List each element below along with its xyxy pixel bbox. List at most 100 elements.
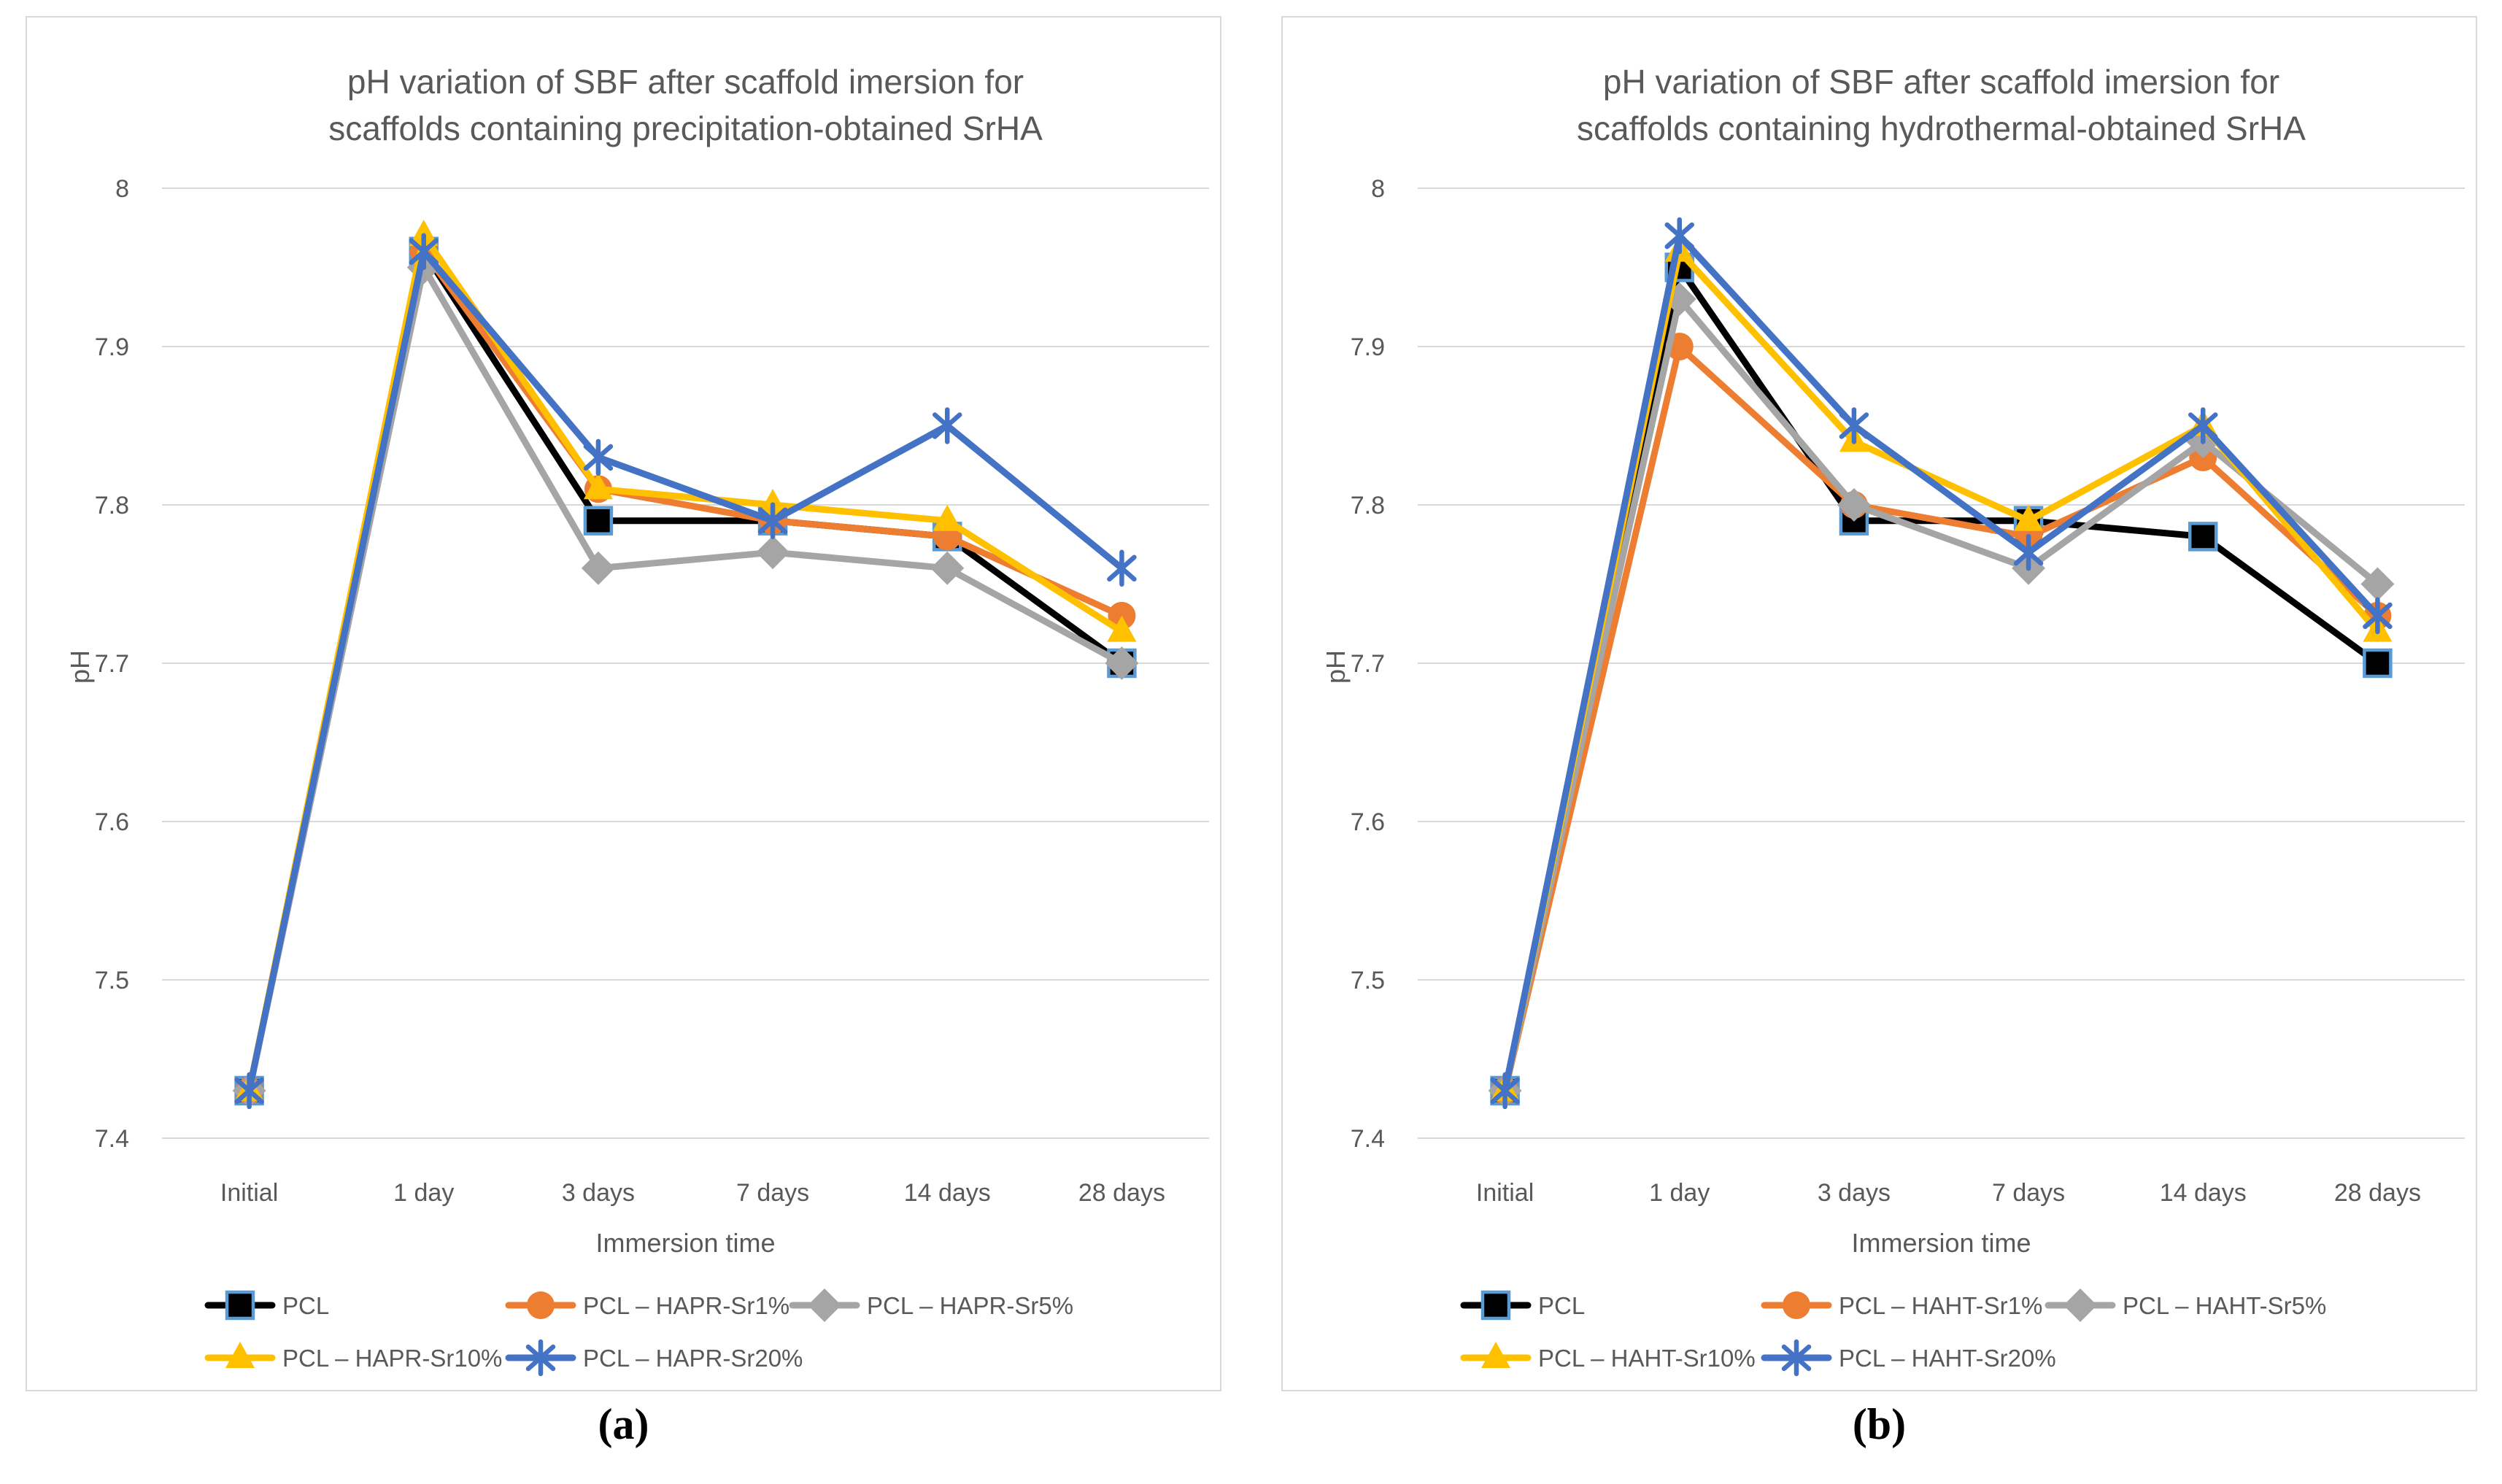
series-line: [1502, 295, 2381, 1094]
series-1: [235, 237, 1136, 1105]
y-tick-label: 7.8: [95, 492, 129, 519]
series-4: [1490, 217, 2393, 1110]
y-tick-label: 7.4: [95, 1125, 129, 1153]
x-tick-label: 28 days: [2334, 1179, 2421, 1207]
marker-asterisk: [2013, 533, 2044, 571]
marker-asterisk: [757, 502, 788, 539]
chart-panel-a: pH variation of SBF after scaffold imers…: [26, 16, 1221, 1391]
x-axis: Initial 1 day 3 days 7 days 14 days 28 days Im…: [220, 1179, 1165, 1258]
marker-triangle: [409, 220, 439, 247]
legend-item: PCL – HAHT-Sr10%: [1460, 1342, 1756, 1372]
y-tick-label: 7.5: [1351, 967, 1385, 994]
marker-diamond: [2063, 1288, 2097, 1322]
legend-label: PCL – HAHT-Sr10%: [1538, 1345, 1756, 1372]
legend-label: PCL – HAPR-Sr10%: [282, 1345, 502, 1372]
series-line: [246, 248, 1125, 1094]
y-tick-label: 7.4: [1351, 1125, 1385, 1153]
series-line: [246, 248, 1125, 1094]
y-tick-label: 7.9: [1351, 333, 1385, 361]
marker-asterisk: [234, 1072, 264, 1110]
x-tick-label: 3 days: [1818, 1179, 1891, 1207]
marker-triangle: [225, 1342, 255, 1368]
marker-triangle: [2014, 504, 2044, 531]
x-tick-label: 14 days: [2160, 1179, 2247, 1207]
marker-square: [583, 506, 614, 536]
legend-label: PCL – HAPR-Sr1%: [583, 1292, 789, 1319]
legend: PCL PCL – HAPR-Sr1% PCL – HAPR-Sr5% PCL – H…: [204, 1288, 1073, 1377]
y-tick-label: 7.7: [1351, 650, 1385, 678]
y-tick-label: 7.6: [1351, 808, 1385, 836]
legend-item: PCL – HAPR-Sr1%: [505, 1291, 789, 1319]
series-line: [1502, 343, 2381, 1094]
series-line: [1502, 264, 2381, 1094]
x-tick-label: Initial: [220, 1179, 278, 1207]
line-chart-b: pH variation of SBF after scaffold imers…: [1321, 63, 2465, 1377]
series-0: [1490, 252, 2393, 1106]
series-line: [1502, 232, 2381, 1094]
marker-triangle: [933, 504, 962, 531]
series-2: [232, 250, 1139, 1108]
y-tick-label: 7.9: [95, 333, 129, 361]
marker-triangle: [583, 473, 613, 500]
chart-title-line1: pH variation of SBF after scaffold imers…: [1603, 63, 2279, 101]
marker-diamond: [2360, 567, 2395, 601]
caption-b: (b): [1852, 1400, 1907, 1448]
x-axis-title: Immersion time: [1851, 1228, 2031, 1258]
legend-label: PCL – HAHT-Sr1%: [1839, 1292, 2042, 1319]
series-line: [246, 264, 1125, 1094]
legend-item: PCL – HAPR-Sr5%: [789, 1288, 1073, 1322]
marker-square: [225, 1290, 255, 1321]
legend-label: PCL: [1538, 1292, 1585, 1319]
legend-label: PCL – HAHT-Sr20%: [1839, 1345, 2056, 1372]
marker-asterisk: [1107, 549, 1137, 587]
series-line: [1502, 248, 2381, 1094]
x-axis: Initial 1 day 3 days 7 days 14 days 28 days Im…: [1476, 1179, 2421, 1258]
series-line: [246, 248, 1125, 1094]
chart-title-line1: pH variation of SBF after scaffold imers…: [347, 63, 1024, 101]
caption-a: (a): [598, 1400, 649, 1448]
marker-triangle: [1107, 615, 1137, 642]
marker-square: [2363, 648, 2393, 679]
marker-square: [1480, 1290, 1511, 1321]
x-tick-label: 3 days: [562, 1179, 635, 1207]
chart-title-line2: scaffolds containing hydrothermal-obtain…: [1577, 109, 2306, 147]
marker-square: [2188, 522, 2218, 552]
legend-item: PCL – HAHT-Sr20%: [1761, 1339, 2056, 1377]
marker-triangle: [758, 489, 788, 515]
marker-circle: [527, 1291, 555, 1319]
marker-asterisk: [409, 233, 439, 271]
marker-asterisk: [933, 407, 962, 444]
x-tick-label: 1 day: [1649, 1179, 1710, 1207]
marker-asterisk: [525, 1339, 556, 1377]
line-chart-a: pH variation of SBF after scaffold imers…: [65, 63, 1209, 1377]
y-tick-label: 7.8: [1351, 492, 1385, 519]
series-1: [1491, 333, 2392, 1105]
marker-diamond: [808, 1288, 841, 1322]
legend-label: PCL – HAHT-Sr5%: [2123, 1292, 2326, 1319]
legend-label: PCL: [282, 1292, 329, 1319]
x-axis-title: Immersion time: [595, 1228, 775, 1258]
marker-triangle: [1481, 1342, 1510, 1368]
x-tick-label: 7 days: [736, 1179, 809, 1207]
marker-diamond: [1837, 488, 1871, 522]
y-axis-title: pH: [1321, 650, 1351, 684]
x-tick-label: 28 days: [1078, 1179, 1165, 1207]
chart-title: pH variation of SBF after scaffold imers…: [1577, 63, 2306, 147]
legend-item: PCL – HAPR-Sr20%: [505, 1339, 803, 1377]
x-tick-label: 14 days: [904, 1179, 991, 1207]
legend-item: PCL: [1460, 1290, 1585, 1321]
gridlines: 8 7.9 7.8 7.7 7.6 7.5 7.4: [1351, 175, 2465, 1153]
chart-title: pH variation of SBF after scaffold imers…: [328, 63, 1043, 147]
chart-title-line2: scaffolds containing precipitation-obtai…: [328, 109, 1043, 147]
y-axis-title: pH: [65, 650, 95, 684]
gridlines: 8 7.9 7.8 7.7 7.6 7.5 7.4: [95, 175, 1209, 1153]
marker-asterisk: [1781, 1339, 1812, 1377]
marker-diamond: [756, 536, 790, 570]
marker-diamond: [581, 551, 615, 585]
marker-asterisk: [2363, 597, 2393, 635]
series-4: [234, 233, 1137, 1110]
chart-panel-b: pH variation of SBF after scaffold imers…: [1281, 16, 2477, 1391]
series-0: [234, 236, 1137, 1106]
x-tick-label: Initial: [1476, 1179, 1534, 1207]
